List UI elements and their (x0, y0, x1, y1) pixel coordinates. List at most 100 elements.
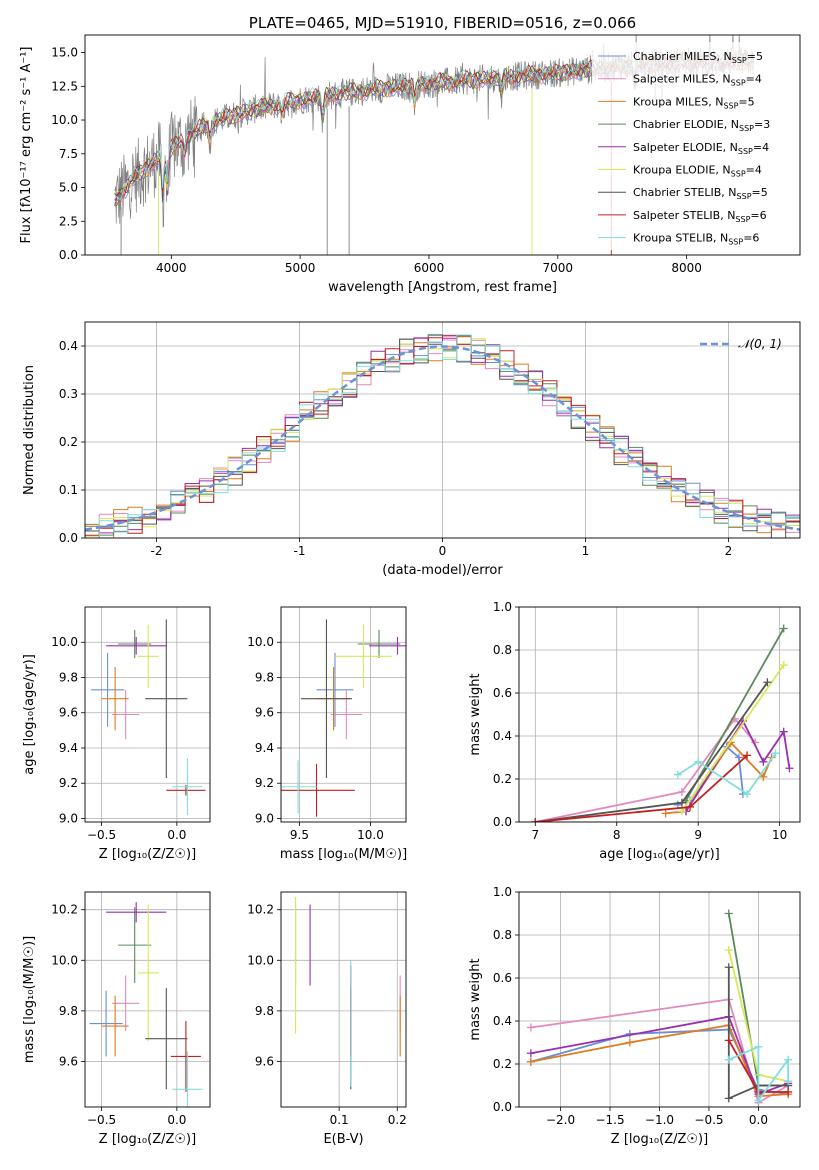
legend-sub: SSP (731, 79, 746, 88)
weight-point (526, 1049, 535, 1058)
legend-eq: = (754, 118, 763, 131)
chart-spectrum: 4000 5000 6000 7000 8000 0.0 2.5 5.0 7.5 10.0 12.5… (19, 14, 801, 295)
legend-eq: = (750, 209, 759, 222)
legend-sub: SSP (731, 170, 746, 179)
legend-nssp: 4 (755, 73, 762, 86)
legend-label: Salpeter ELODIE, N (633, 141, 738, 154)
age-vs-mass-frame (280, 606, 407, 823)
residuals-xlabel: (data-model)/error (382, 563, 503, 578)
chart-massweight-vs-age: 7 8 9 10 0.0 0.2 0.4 0.6 0.8 1.0 age [log₁₀(age/yr… (468, 600, 801, 862)
weight-point (526, 1057, 535, 1066)
massweight-vs-Z-ytick-label: 1.0 (493, 885, 512, 899)
legend-nssp: 5 (756, 50, 763, 63)
massweight-vs-Z-xtick-label: −0.5 (694, 1113, 723, 1127)
weight-line-chabrier-elodie (685, 628, 785, 801)
massweight-vs-age-ytick-label: 0.2 (493, 772, 512, 786)
massweight-vs-Z-ylabel: mass weight (468, 958, 483, 1040)
age-vs-mass-xtick-label: 10.0 (357, 828, 384, 842)
chart-title: PLATE=0465, MJD=51910, FIBERID=0516, z=0… (249, 14, 636, 32)
weight-point (771, 749, 780, 758)
weight-point (686, 802, 695, 811)
massweight-vs-Z-xtick-label: 0.0 (749, 1113, 768, 1127)
weight-point (754, 1096, 763, 1105)
age-vs-Z-ylabel: age [log₁₀(age/yr)] (22, 654, 37, 775)
legend-eq: = (747, 50, 756, 63)
spectrum-xtick-label: 7000 (543, 261, 574, 275)
legend-label: Chabrier ELODIE, N (633, 118, 739, 131)
legend-eq: = (752, 186, 761, 199)
legend-nssp: 6 (752, 232, 759, 245)
massweight-vs-age-xtick-label: 9 (694, 828, 702, 842)
legend-sub: SSP (735, 215, 750, 224)
residuals-xtick-label: 1 (582, 544, 590, 558)
age-vs-mass-ytick-label: 9.0 (255, 811, 274, 825)
weight-point (724, 1094, 733, 1103)
massweight-vs-age-ytick-label: 0.4 (493, 729, 512, 743)
massweight-vs-Z-frame (518, 891, 801, 1108)
legend-entry: Salpeter ELODIE, NSSP=4 (633, 141, 769, 156)
age-vs-Z-xlabel: Z [log₁₀(Z/Z☉)] (99, 847, 196, 862)
gaussian-curve (85, 345, 800, 531)
massweight-vs-Z-xtick-label: −2.0 (546, 1113, 575, 1127)
mass-vs-Z-ytick-label: 10.2 (51, 903, 78, 917)
residuals-ytick-label: 0.0 (59, 531, 78, 545)
age-vs-Z-ytick-label: 9.6 (59, 706, 78, 720)
mass-vs-EBV-xtick-label: 0.1 (330, 1113, 349, 1127)
histogram-kroupa-stelib (85, 334, 800, 538)
legend-sub: SSP (732, 56, 747, 65)
legend-label: Salpeter MILES, N (633, 73, 731, 86)
legend-label: Kroupa MILES, N (633, 95, 723, 108)
weight-point (784, 1055, 793, 1064)
mass-vs-Z-ytick-label: 10.0 (51, 953, 78, 967)
legend-label: Kroupa ELODIE, N (633, 164, 731, 177)
chart-age-vs-Z: −0.5 0.0 9.0 9.2 9.4 9.6 9.8 10.0 Z [log₁₀(Z/Z☉)… (22, 606, 211, 862)
age-vs-Z-ytick-label: 9.2 (59, 776, 78, 790)
legend-entry: Chabrier MILES, NSSP=5 (633, 50, 763, 65)
massweight-vs-age-ytick-label: 1.0 (493, 600, 512, 614)
legend-label: Chabrier STELIB, N (633, 186, 737, 199)
weight-line-chabrier-stelib (727, 967, 789, 1100)
legend-eq: = (743, 232, 752, 245)
weight-point (677, 798, 686, 807)
weight-line-kroupa-stelib (677, 752, 777, 796)
chart-residuals: -2 -1 0 1 2 0.0 0.1 0.2 0.3 0.4 (data-model)/error… (22, 321, 801, 578)
massweight-vs-Z-plot-area (519, 892, 800, 1107)
weight-point (779, 727, 788, 736)
weight-point (743, 790, 752, 799)
residuals-ytick-label: 0.4 (59, 339, 78, 353)
mass-vs-EBV-xlabel: E(B-V) (323, 1132, 363, 1147)
legend-entry: Chabrier STELIB, NSSP=5 (633, 186, 768, 201)
mass-vs-EBV-ytick-label: 10.0 (247, 953, 274, 967)
massweight-vs-Z-ytick-label: 0.2 (493, 1057, 512, 1071)
mass-vs-EBV-ytick-label: 9.6 (255, 1054, 274, 1068)
age-vs-Z-xtick-label: 0.0 (167, 828, 186, 842)
residuals-xtick-label: -2 (151, 544, 163, 558)
age-vs-mass-xtick-label: 9.5 (290, 828, 309, 842)
legend-eq: = (738, 95, 747, 108)
residuals-xtick-label: 0 (439, 544, 447, 558)
residuals-ylabel: Normed distribution (22, 365, 37, 495)
weight-point (724, 963, 733, 972)
age-vs-Z-ytick-label: 9.8 (59, 670, 78, 684)
histogram-salpeter-elodie (85, 334, 800, 538)
age-vs-Z-ytick-label: 9.0 (59, 811, 78, 825)
legend-sub: SSP (723, 101, 738, 110)
mass-vs-Z-xlabel: Z [log₁₀(Z/Z☉)] (99, 1132, 196, 1147)
weight-point (694, 757, 703, 766)
massweight-vs-age-frame (518, 606, 801, 823)
age-vs-mass-ytick-label: 9.4 (255, 741, 274, 755)
weight-point (724, 909, 733, 918)
massweight-vs-age-xtick-label: 10 (772, 828, 787, 842)
age-vs-Z-plot-area (85, 607, 210, 822)
weight-line-salpeter-miles (535, 717, 756, 822)
legend-entry: Kroupa ELODIE, NSSP=4 (633, 164, 762, 179)
massweight-vs-age-ytick-label: 0.6 (493, 686, 512, 700)
legend-nssp: 3 (763, 118, 770, 131)
spectrum-xtick-label: 4000 (156, 261, 187, 275)
weight-line-salpeter-elodie (530, 1015, 789, 1096)
weight-point (673, 770, 682, 779)
residuals-xtick-label: 2 (725, 544, 733, 558)
massweight-vs-Z-ytick-label: 0.6 (493, 971, 512, 985)
legend-label: Chabrier MILES, N (633, 50, 732, 63)
